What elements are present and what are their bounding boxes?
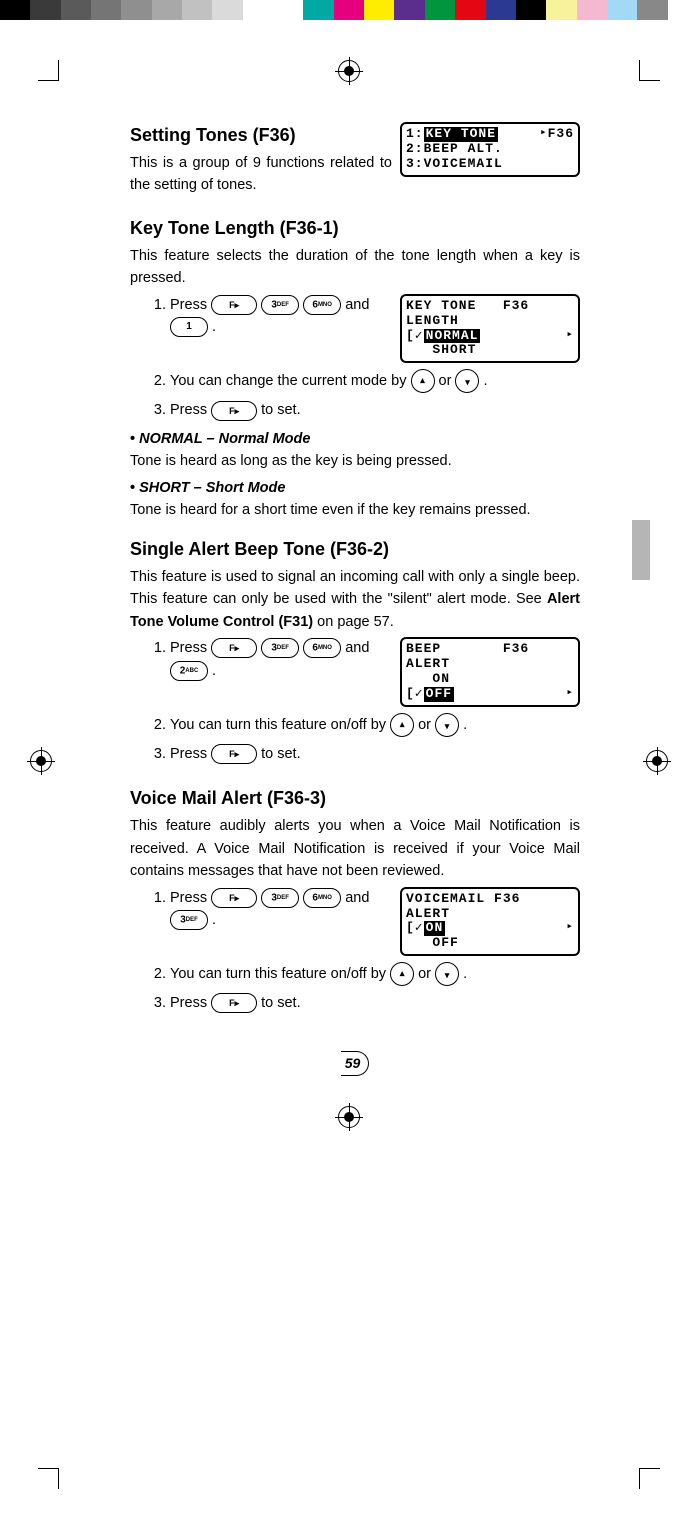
key-3b: 3DEF: [170, 910, 208, 930]
page-content: F36 1:KEY TONE▸ 2:BEEP ALT. 3:VOICEMAIL …: [130, 122, 580, 1076]
registration-mark-bottom: [338, 1106, 360, 1128]
lcd-beep-alert: BEEP F36 ALERT ON [✓OFF▸: [400, 637, 580, 707]
heading-single-alert: Single Alert Beep Tone (F36-2): [130, 536, 580, 564]
heading-voice-mail: Voice Mail Alert (F36-3): [130, 785, 580, 813]
f-key: [211, 888, 257, 908]
down-key: [435, 962, 459, 986]
up-key: [411, 369, 435, 393]
down-key: [455, 369, 479, 393]
key-1: 1: [170, 317, 208, 337]
step-2: You can turn this feature on/off by or .: [170, 713, 580, 737]
intro-single-alert: This feature is used to signal an incomi…: [130, 566, 580, 633]
f-key: [211, 638, 257, 658]
mode-normal-heading: NORMAL – Normal Mode: [130, 428, 580, 450]
mode-normal-text: Tone is heard as long as the key is bein…: [130, 450, 580, 472]
registration-mark-right: [646, 750, 668, 772]
key-6: 6MNO: [303, 888, 341, 908]
step-3: Press to set.: [170, 399, 580, 421]
section-tab: [632, 520, 650, 580]
key-3: 3DEF: [261, 295, 299, 315]
key-2: 2ABC: [170, 661, 208, 681]
down-key: [435, 713, 459, 737]
mode-short-heading: SHORT – Short Mode: [130, 477, 580, 499]
up-key: [390, 713, 414, 737]
up-key: [390, 962, 414, 986]
step-2: You can change the current mode by or .: [170, 369, 580, 393]
f-key: [211, 993, 257, 1013]
f-key: [211, 401, 257, 421]
key-3: 3DEF: [261, 638, 299, 658]
registration-mark-top: [338, 60, 360, 82]
color-registration-bar: [0, 0, 698, 20]
registration-mark-left: [30, 750, 52, 772]
key-6: 6MNO: [303, 638, 341, 658]
crop-mark: [639, 60, 660, 81]
crop-mark: [639, 1468, 660, 1489]
lcd-f36-menu: F36 1:KEY TONE▸ 2:BEEP ALT. 3:VOICEMAIL: [400, 122, 580, 177]
intro-voice-mail: This feature audibly alerts you when a V…: [130, 815, 580, 882]
crop-mark: [38, 1468, 59, 1489]
f-key: [211, 744, 257, 764]
f-key: [211, 295, 257, 315]
step-2: You can turn this feature on/off by or .: [170, 962, 580, 986]
step-3: Press to set.: [170, 992, 580, 1014]
key-3: 3DEF: [261, 888, 299, 908]
key-6: 6MNO: [303, 295, 341, 315]
step-3: Press to set.: [170, 743, 580, 765]
crop-mark: [38, 60, 59, 81]
mode-short-text: Tone is heard for a short time even if t…: [130, 499, 580, 521]
intro-key-tone-length: This feature selects the duration of the…: [130, 245, 580, 290]
lcd-key-tone-length: KEY TONE F36 LENGTH [✓NORMAL▸ SHORT: [400, 294, 580, 364]
page-number: 59: [130, 1051, 580, 1077]
lcd-voicemail-alert: VOICEMAIL F36 ALERT [✓ON▸ OFF: [400, 887, 580, 957]
heading-key-tone-length: Key Tone Length (F36-1): [130, 215, 580, 243]
